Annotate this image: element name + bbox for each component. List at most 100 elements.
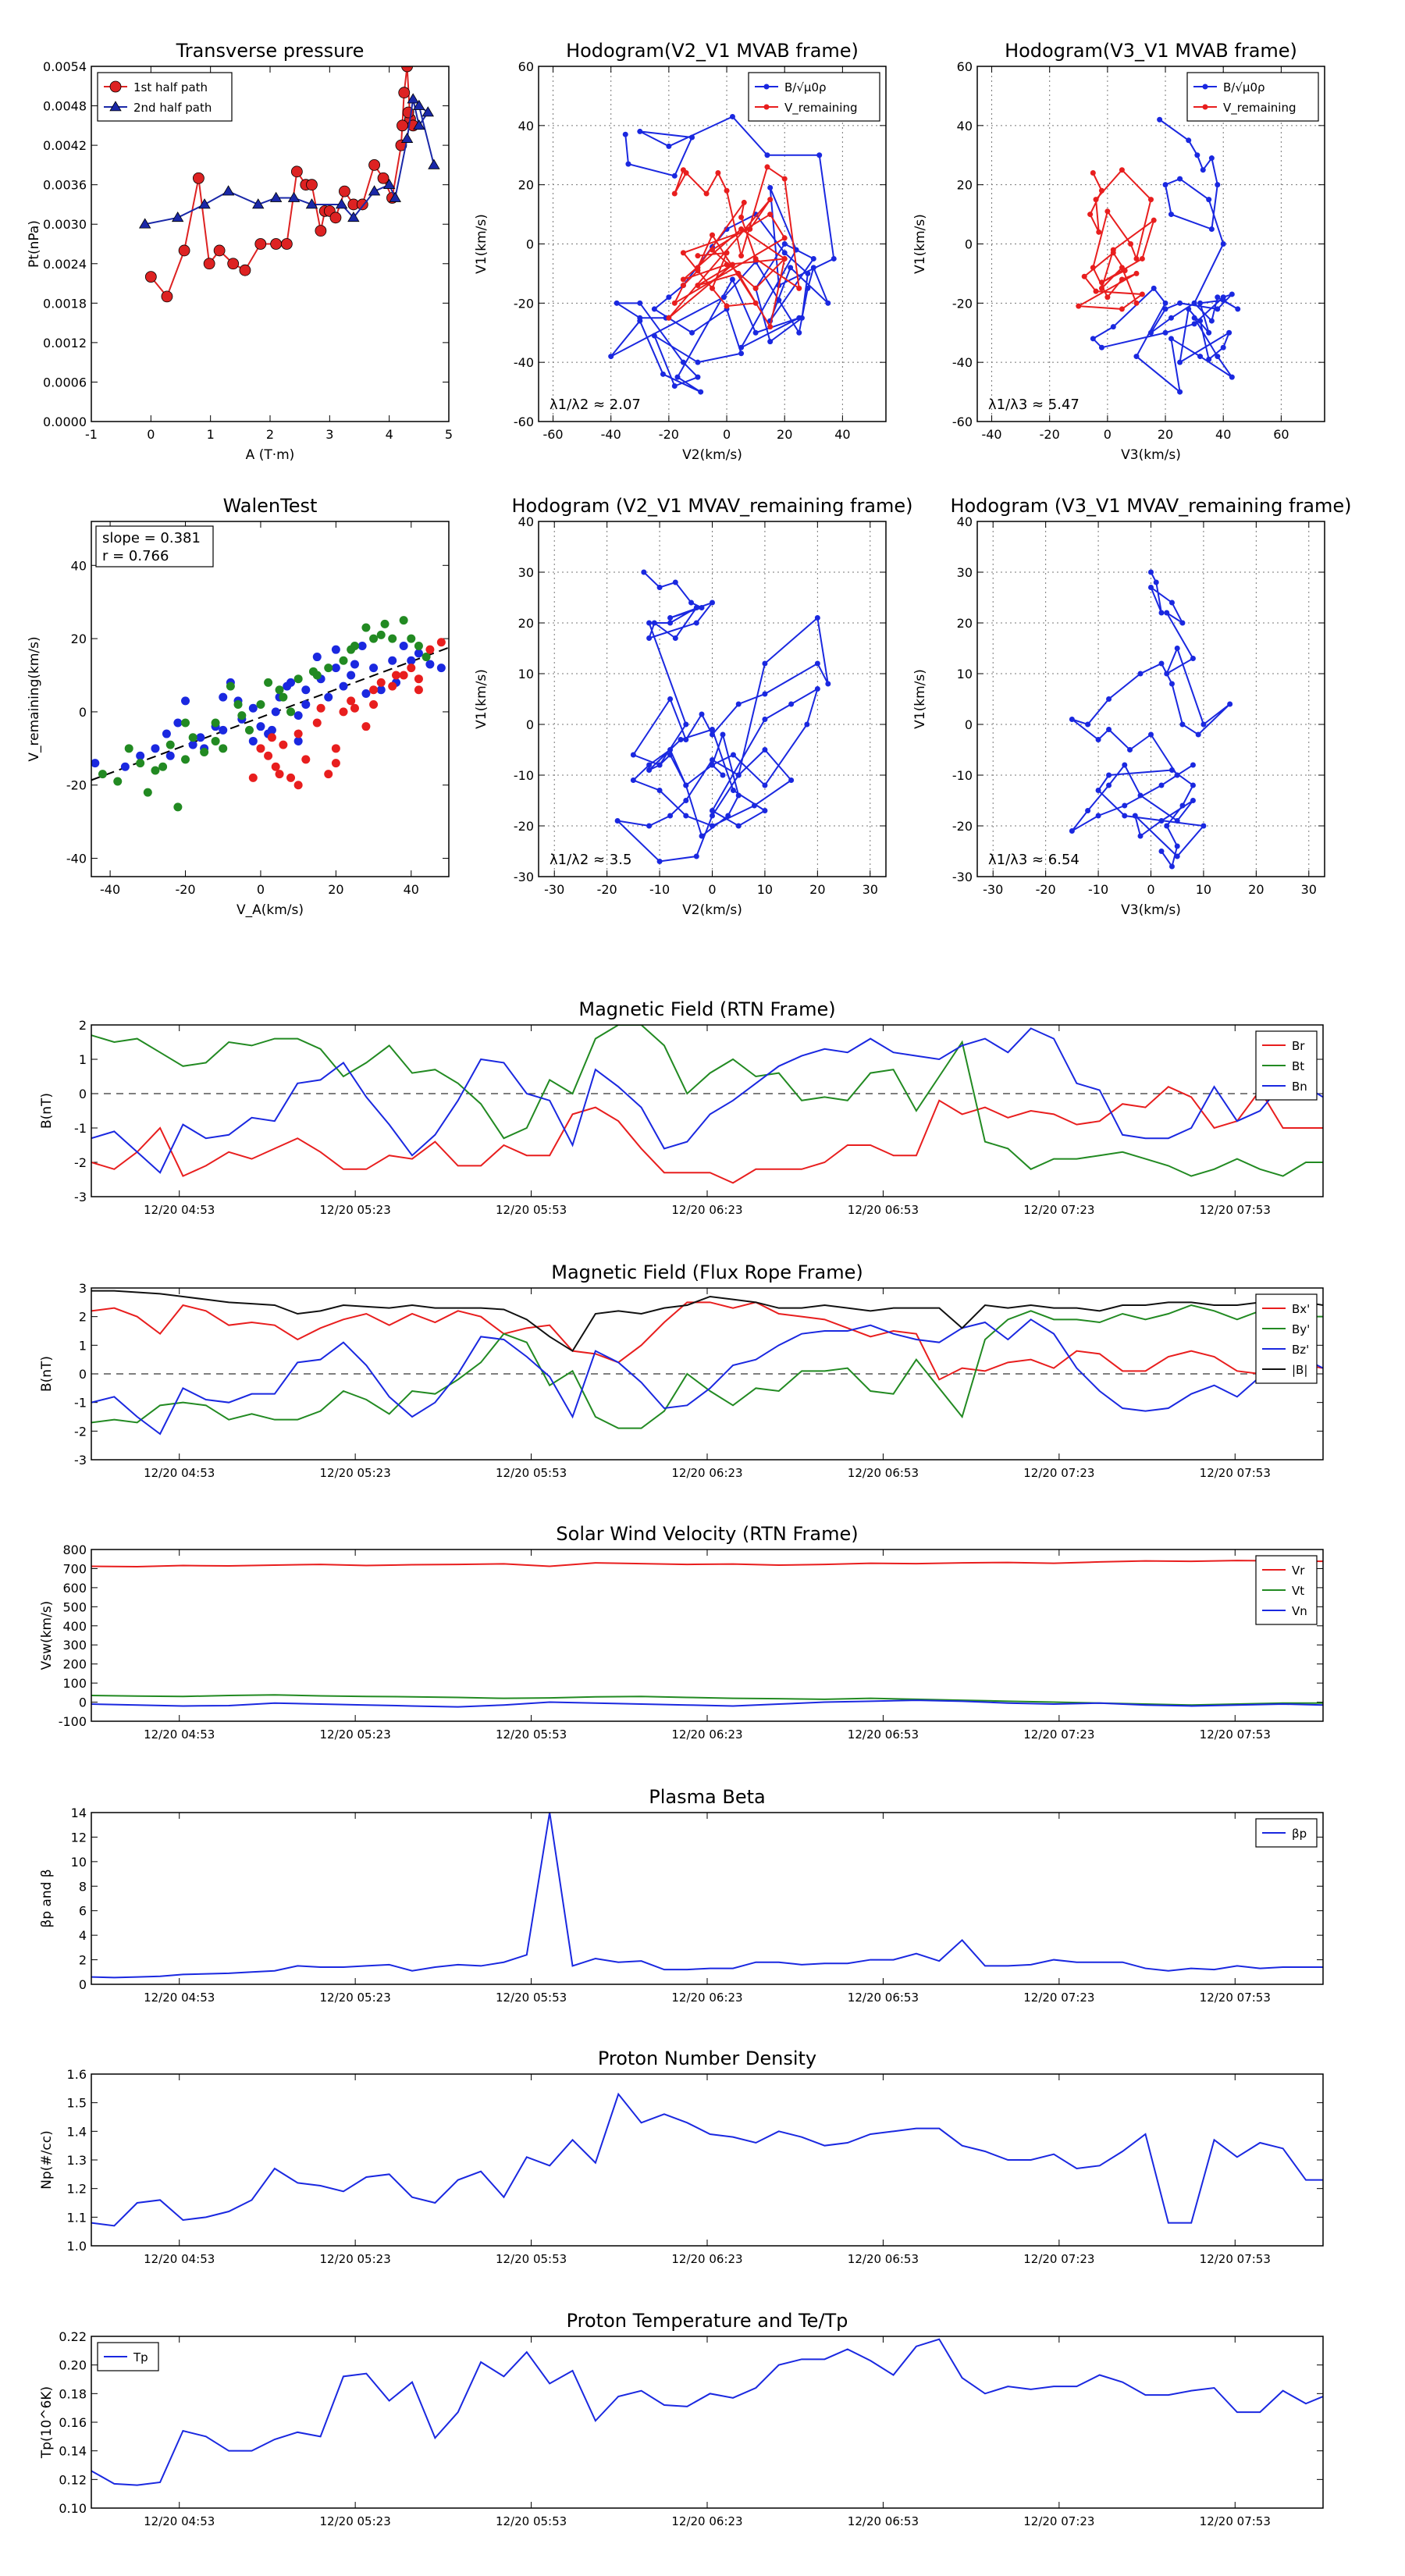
x-tick-label: 12/20 05:53 (496, 1466, 567, 1480)
data-point (666, 315, 672, 321)
data-point (1174, 646, 1180, 651)
y-tick-label: 0.0036 (43, 178, 87, 193)
x-tick-label: 0 (147, 427, 155, 442)
x-tick-label: 12/20 06:23 (671, 2252, 742, 2266)
data-point (703, 190, 710, 197)
data-point (1162, 300, 1168, 306)
y-tick-label: 8 (79, 1879, 87, 1894)
y-tick-label: -40 (952, 355, 973, 370)
series-line (91, 1560, 1323, 1568)
y-tick-label: 20 (518, 178, 534, 193)
x-tick-label: 5 (445, 427, 453, 442)
data-point (683, 170, 689, 176)
plot-frame (91, 1287, 1324, 1461)
x-tick-label: 12/20 06:23 (671, 1991, 742, 2005)
y-tick-label: 0.0042 (43, 138, 87, 153)
data-point (331, 664, 340, 673)
data-point (1095, 737, 1101, 742)
data-point (407, 664, 416, 673)
data-point (710, 727, 715, 732)
data-point (710, 762, 715, 768)
data-point (380, 619, 389, 628)
x-tick-label: 12/20 05:53 (496, 1203, 567, 1217)
chart-title: Magnetic Field (RTN Frame) (578, 998, 835, 1020)
data-point (1148, 731, 1154, 738)
series-line (91, 1086, 1323, 1184)
plot-frame (91, 1549, 1324, 1722)
data-point (198, 198, 211, 209)
data-point (781, 255, 788, 262)
data-point (1085, 721, 1091, 728)
axis-ticks: -40 -20 0 20 40 -40 -20 0 20 40 (66, 521, 449, 897)
data-point (425, 660, 435, 669)
y-tick-label: 1 (79, 1338, 87, 1353)
data-point (428, 158, 440, 169)
y-tick-label: 40 (518, 514, 534, 529)
plot-area (91, 1813, 1323, 1979)
data-point (279, 740, 288, 749)
data-point (738, 214, 745, 220)
x-tick-label: 12/20 07:23 (1023, 1991, 1094, 2005)
data-point (747, 226, 753, 233)
y-tick-label: 0.18 (59, 2386, 87, 2401)
data-point (1095, 813, 1101, 819)
data-point (377, 172, 389, 184)
x-tick-label: 10 (757, 882, 773, 897)
data-point (144, 271, 157, 283)
x-tick-label: 20 (1158, 427, 1173, 442)
legend-marker (109, 80, 122, 93)
data-point (1119, 276, 1125, 283)
data-point (312, 718, 322, 728)
data-point (671, 173, 678, 179)
x-tick-label: 12/20 07:53 (1200, 2514, 1271, 2528)
data-point (666, 294, 672, 301)
y-tick-label: -10 (952, 768, 973, 783)
data-point (688, 600, 695, 606)
data-point (656, 788, 663, 793)
data-point (1186, 306, 1192, 312)
data-point (656, 762, 663, 768)
data-point (1119, 167, 1125, 173)
data-point (729, 113, 735, 119)
y-tick-label: -100 (59, 1714, 87, 1729)
data-point (1227, 701, 1233, 707)
data-point (339, 707, 348, 717)
data-point (239, 264, 251, 276)
data-point (401, 66, 413, 73)
legend-label: By' (1292, 1322, 1310, 1336)
y-tick-label: 6 (79, 1904, 87, 1919)
series-line (91, 1025, 1323, 1177)
data-point (622, 131, 628, 137)
y-tick-label: 200 (62, 1657, 87, 1672)
x-tick-label: -30 (983, 882, 1003, 897)
data-point (275, 770, 284, 779)
data-point (738, 344, 745, 350)
data-point (286, 707, 296, 717)
data-point (1162, 182, 1168, 188)
data-point (1191, 321, 1197, 327)
x-axis-label: V_A(km/s) (237, 902, 304, 918)
magnetic-field-flux-rope-chart: Magnetic Field (Flux Rope Frame)12/20 04… (39, 1261, 1324, 1480)
y-tick-label: 0.0024 (43, 257, 87, 272)
x-tick-label: 0 (257, 882, 265, 897)
annotation-text: slope = 0.381 (102, 530, 201, 546)
data-point (271, 707, 280, 717)
data-point (256, 700, 265, 710)
data-point (181, 718, 190, 728)
data-point (651, 620, 657, 626)
data-point (293, 736, 303, 745)
data-point (324, 770, 333, 779)
data-point (804, 721, 810, 728)
chart-title: Proton Temperature and Te/Tp (567, 2310, 848, 2332)
y-axis-label: B(nT) (39, 1356, 55, 1392)
series-line (610, 116, 835, 393)
legend-frame (748, 72, 880, 122)
hodogram-v3v1-mvab-chart: Hodogram(V3_V1 MVAB frame) -40 -20 0 20 40 60 -… (912, 40, 1325, 463)
x-tick-label: 40 (404, 882, 419, 897)
data-point (436, 664, 446, 673)
y-tick-label: -40 (514, 355, 534, 370)
solar-wind-velocity-chart: Solar Wind Velocity (RTN Frame)12/20 04:… (39, 1523, 1324, 1742)
data-point (729, 276, 735, 283)
data-point (331, 744, 340, 753)
